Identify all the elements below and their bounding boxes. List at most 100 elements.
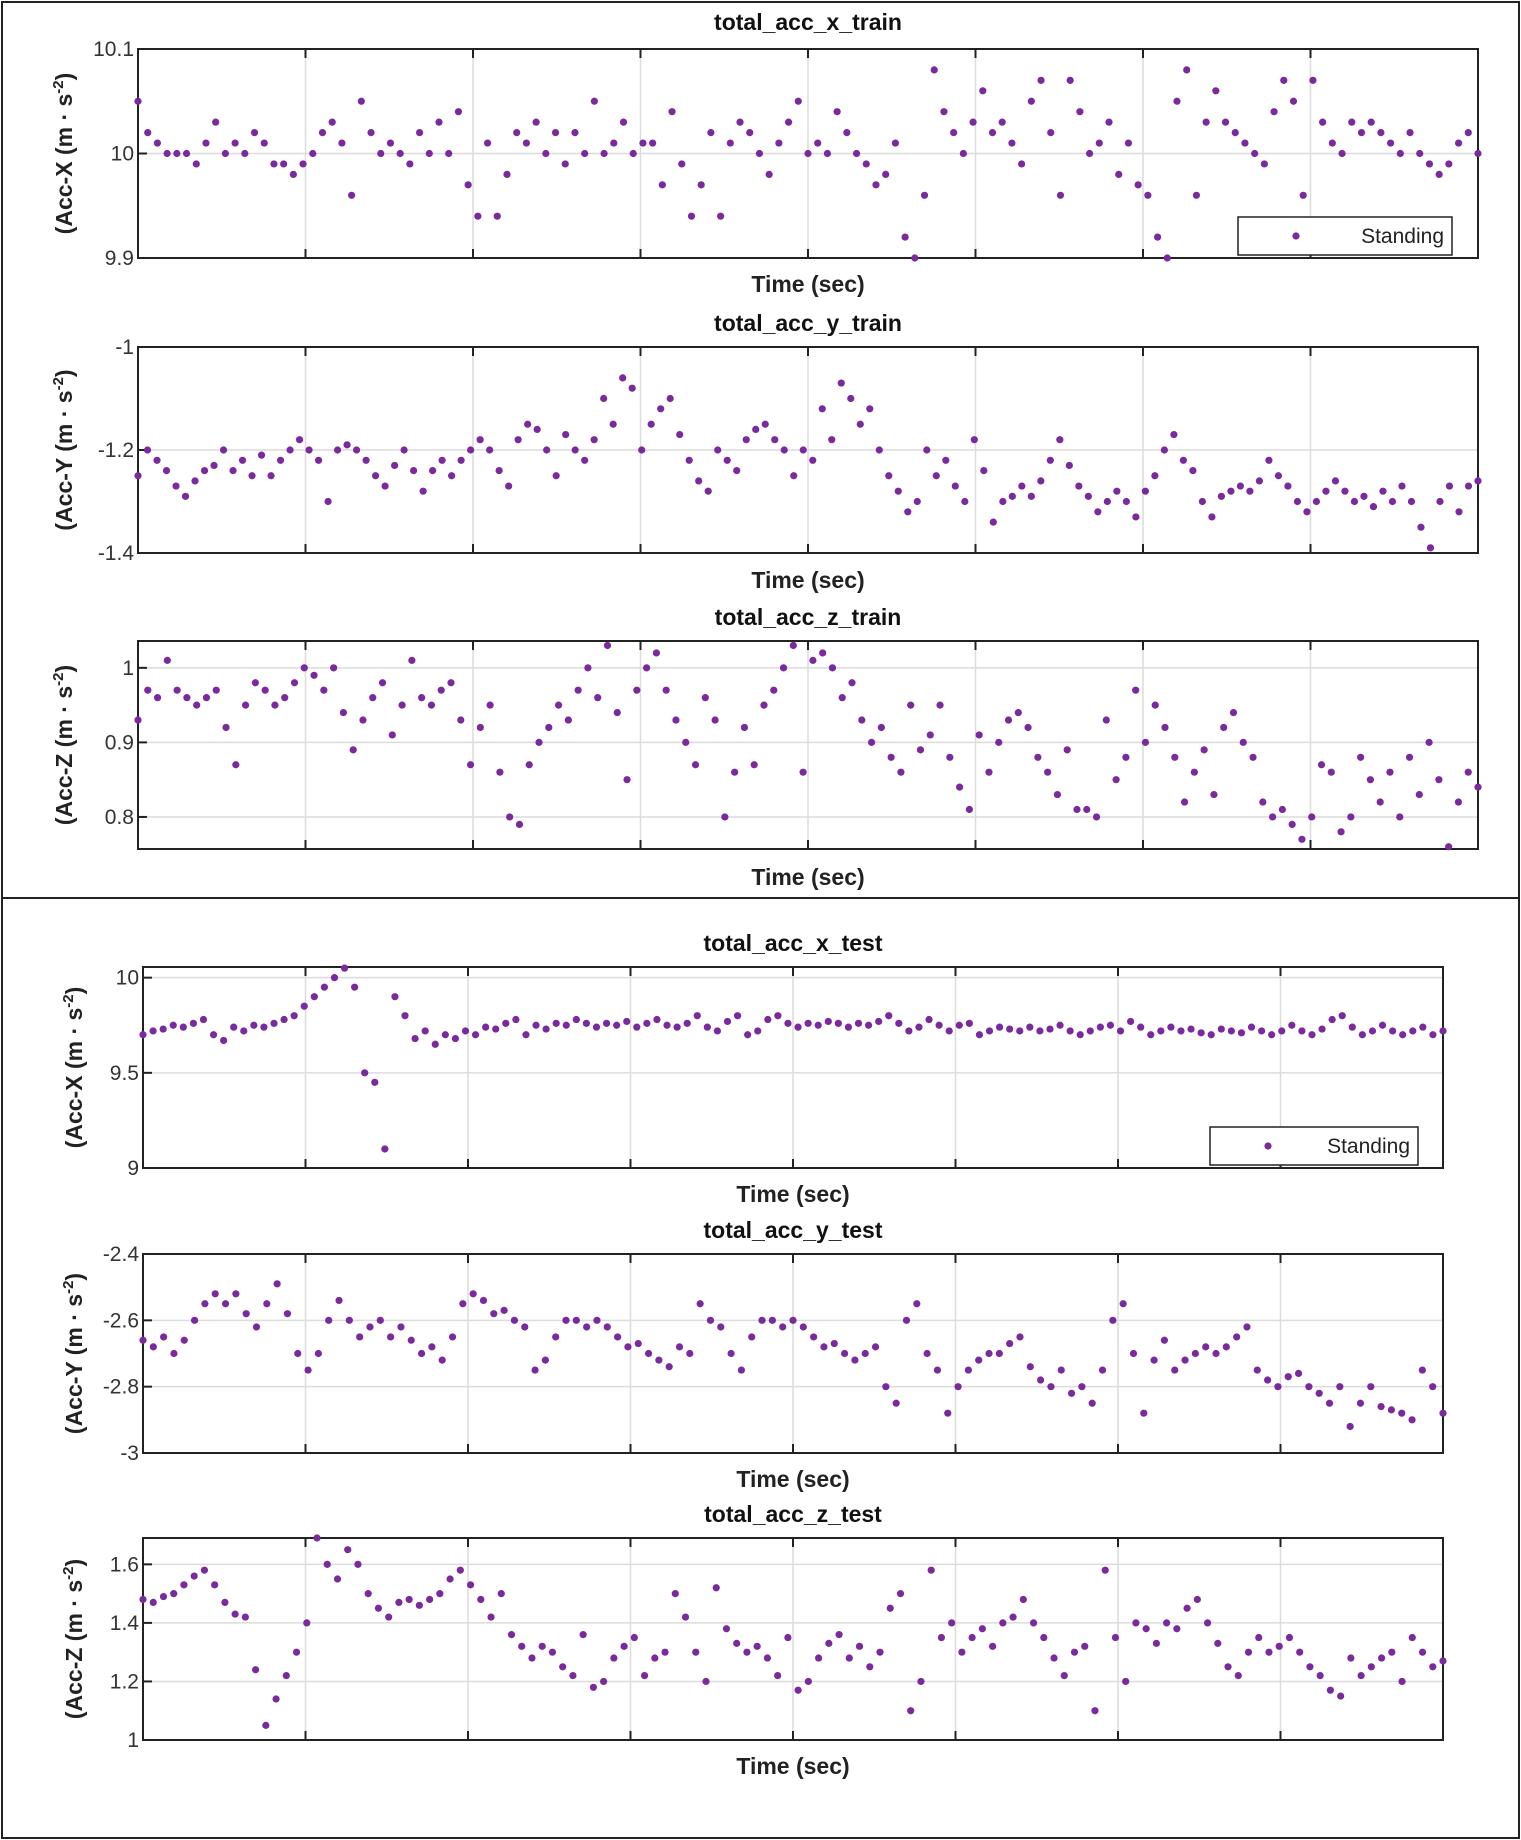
data-point (1019, 1595, 1027, 1604)
data-point (892, 1399, 900, 1407)
data-point (554, 701, 563, 709)
data-point (1084, 492, 1092, 500)
data-point (542, 1025, 550, 1033)
data-point (386, 139, 395, 147)
data-point (286, 446, 294, 454)
data-point (809, 656, 817, 664)
data-point (639, 139, 647, 147)
data-point (1454, 139, 1463, 147)
x-axis-label: Time (sec) (751, 864, 864, 890)
data-point (763, 1654, 772, 1662)
data-point (712, 1584, 720, 1592)
data-point (794, 97, 802, 105)
data-point (932, 472, 940, 480)
data-point (1407, 497, 1416, 506)
data-point (377, 149, 385, 158)
data-point (532, 1021, 540, 1029)
data-point (390, 461, 399, 470)
data-point (221, 149, 229, 158)
data-point (936, 701, 944, 709)
data-point (1220, 723, 1228, 732)
data-point (1075, 482, 1083, 490)
data-point (477, 1595, 485, 1604)
data-point (552, 1019, 560, 1027)
data-point (240, 1027, 248, 1035)
data-point (948, 1619, 956, 1627)
data-point (1408, 1416, 1416, 1424)
data-point (521, 1323, 529, 1331)
data-point (989, 1642, 997, 1650)
y-tick-label: 0.8 (105, 806, 134, 829)
data-point (1376, 798, 1384, 806)
data-point (852, 149, 861, 158)
data-point (476, 723, 484, 732)
chart-panel: 1 1.2 1.4 1.6 total_acc_z_test Time (sec) (Acc… (60, 1501, 1447, 1779)
data-point (354, 1560, 362, 1568)
data-point (1036, 1027, 1044, 1035)
data-point (755, 149, 764, 158)
data-point (1141, 487, 1149, 495)
data-point (324, 497, 332, 506)
data-point (655, 1356, 663, 1364)
data-point (1096, 1023, 1104, 1031)
data-point (743, 1648, 751, 1656)
data-point (283, 1310, 292, 1318)
data-point (1417, 523, 1425, 531)
data-point (1416, 149, 1424, 158)
data-point (400, 446, 408, 454)
data-point (1193, 1595, 1201, 1604)
data-point (1317, 761, 1326, 769)
data-point (1029, 1619, 1038, 1627)
data-point (965, 1019, 973, 1027)
data-point (1122, 1677, 1130, 1686)
data-point (1265, 1648, 1273, 1656)
data-point (1315, 1389, 1323, 1397)
data-point (1265, 456, 1273, 464)
data-point (905, 1027, 913, 1035)
y-axis-label-main: (Acc-Y (m · s (61, 1294, 87, 1434)
data-point (968, 1633, 976, 1642)
data-point (1308, 1031, 1316, 1039)
data-point (1338, 1012, 1346, 1020)
data-point (1237, 1029, 1246, 1037)
data-point (1244, 1648, 1253, 1656)
data-point (623, 776, 631, 784)
data-point (385, 1613, 393, 1621)
data-point (325, 1316, 333, 1324)
data-point (1056, 1021, 1064, 1029)
data-point (153, 456, 161, 464)
data-point (313, 1534, 321, 1542)
data-point (559, 1663, 567, 1671)
data-point (441, 1031, 449, 1039)
data-point (1076, 108, 1084, 116)
data-point (173, 149, 181, 158)
data-point (579, 1631, 587, 1639)
data-point (270, 160, 278, 168)
data-point (1367, 1383, 1375, 1391)
data-point (173, 686, 181, 694)
data-point (737, 1366, 746, 1374)
data-point (220, 1036, 228, 1045)
data-point (562, 1316, 570, 1324)
data-point (961, 497, 969, 506)
data-point (717, 212, 725, 220)
y-axis-label-end: ) (61, 1559, 87, 1567)
data-point (447, 679, 455, 687)
data-point (1368, 1027, 1377, 1035)
data-point (942, 456, 950, 464)
data-point (139, 1031, 147, 1039)
y-tick-label: -2.8 (103, 1376, 139, 1399)
data-point (552, 472, 560, 480)
data-point (1309, 76, 1317, 84)
data-point (281, 694, 289, 702)
data-point (143, 446, 152, 454)
data-point (238, 456, 247, 464)
data-point (232, 761, 240, 769)
y-axis-label-end: ) (51, 665, 77, 673)
data-point (1171, 1366, 1179, 1374)
data-point (975, 1356, 983, 1364)
data-point (361, 1069, 369, 1077)
y-axis-label-superscript: -2 (50, 377, 67, 390)
data-point (998, 118, 1006, 126)
data-point (702, 1677, 710, 1686)
